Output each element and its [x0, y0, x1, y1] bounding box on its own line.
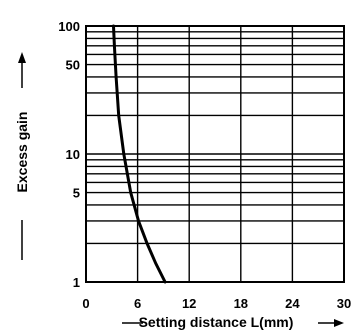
- y-tick-label: 1: [73, 275, 80, 290]
- y-axis-title: Excess gain: [14, 112, 30, 193]
- y-tick-label: 100: [58, 19, 80, 34]
- x-tick-label: 24: [285, 296, 300, 311]
- x-tick-labels: 0 6 12 18 24 30: [82, 296, 351, 311]
- x-tick-label: 30: [337, 296, 351, 311]
- x-axis-arrow-icon: [334, 319, 344, 327]
- y-tick-label: 50: [66, 58, 80, 73]
- y-tick-label: 10: [66, 147, 80, 162]
- plot-frame: [85, 25, 345, 283]
- grid-lines: [86, 26, 344, 282]
- excess-gain-curve: [112, 24, 167, 284]
- x-tick-label: 0: [82, 296, 89, 311]
- x-axis-title: Setting distance L(mm): [139, 314, 294, 330]
- y-axis-arrow-icon: [18, 52, 26, 63]
- y-tick-label: 5: [73, 186, 80, 201]
- x-tick-label: 18: [234, 296, 248, 311]
- x-tick-label: 12: [182, 296, 196, 311]
- x-tick-label: 6: [134, 296, 141, 311]
- y-tick-labels: 1 5 10 50 100: [58, 19, 80, 290]
